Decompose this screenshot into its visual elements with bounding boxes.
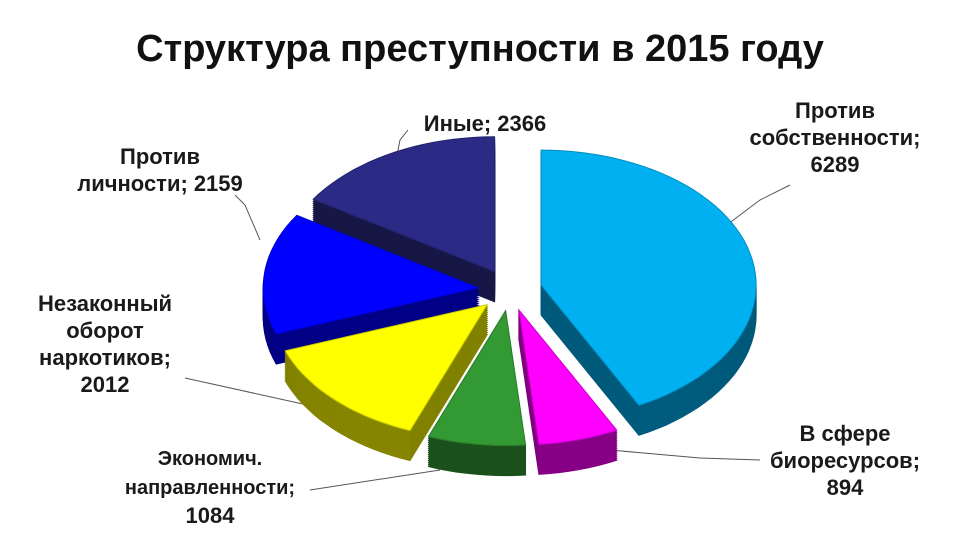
label-value: 1084 [185,503,235,528]
pie-slice [518,308,618,445]
data-label: Экономич. направленности; 1084 [95,444,325,529]
slice-group [518,308,618,475]
label-name: Незаконный оборот наркотиков; [37,291,173,370]
pie-slice [427,309,527,447]
slice-group [427,309,527,477]
pie-slice [284,303,489,432]
label-name: В сфере биоресурсов; [769,421,921,473]
label-name: Иные; [423,111,492,136]
slice-group [284,303,489,462]
label-name: Экономич. направленности; [124,448,296,499]
leader-line [609,449,761,461]
pie-slice [312,136,496,273]
data-label: Против личности; 2159 [60,143,260,197]
leader-line [309,469,441,491]
label-name: Против собственности; [749,98,921,150]
label-value: 2366 [497,111,547,136]
label-value: 2012 [80,372,130,397]
pie-slice [262,214,480,335]
leader-line [234,194,261,241]
data-label: В сфере биоресурсов; 894 [740,420,950,501]
data-label: Незаконный оборот наркотиков; 2012 [10,290,200,398]
slice-group [262,214,480,365]
leader-line [719,184,791,231]
label-name: Против личности; [77,144,200,196]
data-label: Против собственности; 6289 [720,97,950,178]
label-value: 6289 [810,152,860,177]
data-label: Иные; 2366 [400,110,570,137]
label-value: 2159 [193,171,243,196]
label-value: 894 [826,475,864,500]
chart-title: Структура преступности в 2015 году [136,28,824,70]
slice-group [540,149,757,436]
pie-slice [540,149,757,406]
slice-group [312,136,496,303]
